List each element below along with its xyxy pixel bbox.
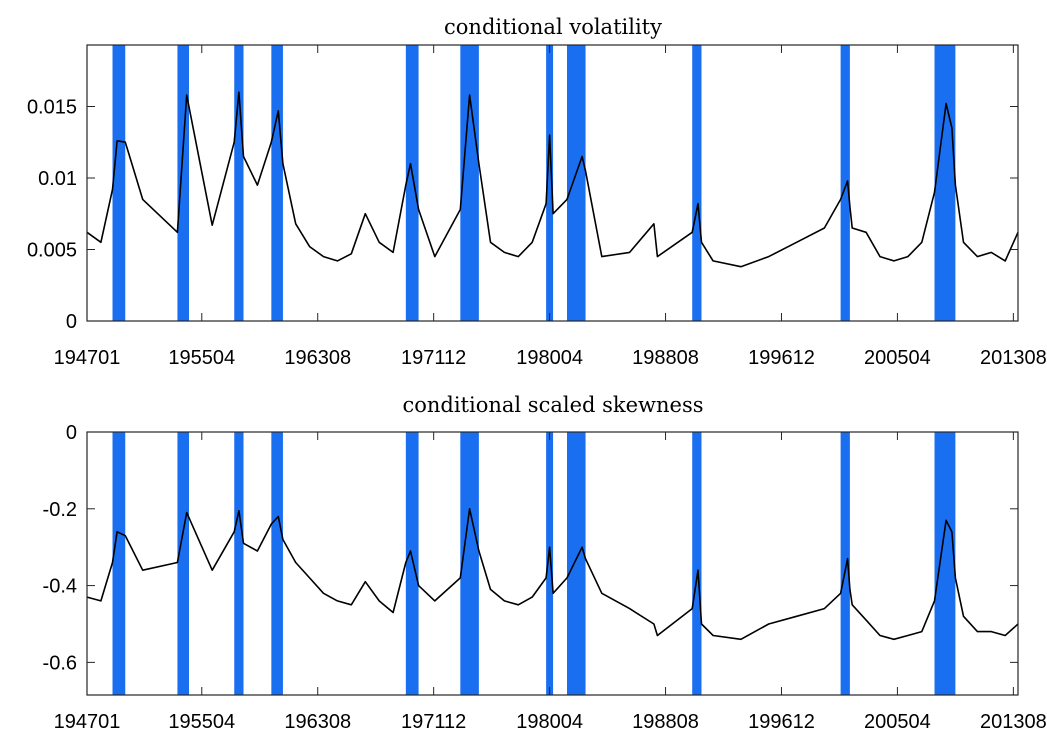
volatility-x-tick-label-5: 198808 (632, 347, 699, 369)
volatility-x-tick-label-6: 199612 (748, 347, 815, 369)
skewness-x-tick-label-5: 198808 (632, 711, 699, 733)
skewness-recession-band-6 (546, 432, 554, 695)
volatility-title: conditional volatility (444, 15, 662, 39)
volatility-y-tick-label-1: 0.005 (27, 239, 77, 261)
skewness-x-tick-labels: 194701 195504 196308 197112 198004 198808 1996… (54, 711, 1047, 733)
skewness-y-tick-label-1: -0.2 (43, 499, 77, 521)
skewness-recession-bands (112, 432, 956, 695)
skewness-x-tick-label-1: 195504 (168, 711, 235, 733)
volatility-recession-band-3 (271, 45, 283, 321)
volatility-recession-band-1 (177, 45, 190, 321)
volatility-recession-band-8 (692, 45, 702, 321)
skewness-recession-band-10 (934, 432, 956, 695)
skewness-x-tick-label-3: 197112 (401, 711, 466, 733)
volatility-recession-band-10 (934, 45, 956, 321)
volatility-x-tick-labels: 194701 195504 196308 197112 198004 198808 1996… (54, 347, 1047, 369)
volatility-panel: conditional volatility 194701 195504 19630… (27, 15, 1047, 369)
skewness-x-tick-label-7: 200504 (864, 711, 931, 733)
volatility-x-tick-label-8: 201308 (980, 347, 1047, 369)
volatility-recession-band-0 (112, 45, 126, 321)
skewness-recession-band-7 (566, 432, 586, 695)
volatility-x-tick-label-3: 197112 (401, 347, 466, 369)
skewness-x-tick-label-6: 199612 (748, 711, 815, 733)
volatility-y-tick-label-0: 0 (66, 311, 77, 333)
skewness-y-tick-labels: 0 -0.2 -0.4 -0.6 (43, 422, 77, 674)
skewness-recession-band-8 (692, 432, 702, 695)
volatility-recession-band-6 (546, 45, 554, 321)
skewness-axes-frame (86, 431, 1019, 696)
skewness-x-tick-label-0: 194701 (54, 711, 121, 733)
volatility-recession-band-7 (566, 45, 586, 321)
volatility-recession-band-2 (234, 45, 244, 321)
volatility-y-tick-label-2: 0.01 (38, 168, 77, 190)
volatility-y-tick-label-3: 0.015 (27, 96, 77, 118)
volatility-x-tick-label-1: 195504 (168, 347, 235, 369)
skewness-x-tick-label-8: 201308 (980, 711, 1047, 733)
volatility-x-tick-label-7: 200504 (864, 347, 931, 369)
skewness-x-tick-label-4: 198004 (516, 711, 583, 733)
skewness-y-tick-label-2: -0.4 (43, 576, 77, 598)
skewness-recession-band-5 (460, 432, 479, 695)
skewness-panel: conditional scaled skewness 194701 195504… (43, 393, 1047, 733)
volatility-recession-band-4 (405, 45, 419, 321)
skewness-series-line (86, 508, 1019, 641)
volatility-axes-frame (86, 44, 1019, 322)
skewness-recession-band-4 (405, 432, 419, 695)
skewness-recession-band-1 (177, 432, 190, 695)
volatility-recession-band-9 (840, 45, 850, 321)
skewness-title: conditional scaled skewness (402, 393, 703, 417)
skewness-x-tick-label-2: 196308 (284, 711, 351, 733)
volatility-recession-band-5 (460, 45, 479, 321)
skewness-recession-band-9 (840, 432, 850, 695)
skewness-recession-band-3 (271, 432, 283, 695)
skewness-y-tick-label-3: -0.6 (43, 652, 77, 674)
volatility-series-line (86, 91, 1019, 268)
skewness-recession-band-2 (234, 432, 244, 695)
volatility-y-tick-labels: 0 0.005 0.01 0.015 (27, 96, 77, 333)
volatility-x-tick-label-2: 196308 (284, 347, 351, 369)
skewness-y-tick-label-0: 0 (66, 422, 77, 444)
volatility-recession-bands (112, 45, 956, 321)
volatility-x-tick-label-4: 198004 (516, 347, 583, 369)
skewness-recession-band-0 (112, 432, 126, 695)
volatility-x-tick-label-0: 194701 (54, 347, 121, 369)
